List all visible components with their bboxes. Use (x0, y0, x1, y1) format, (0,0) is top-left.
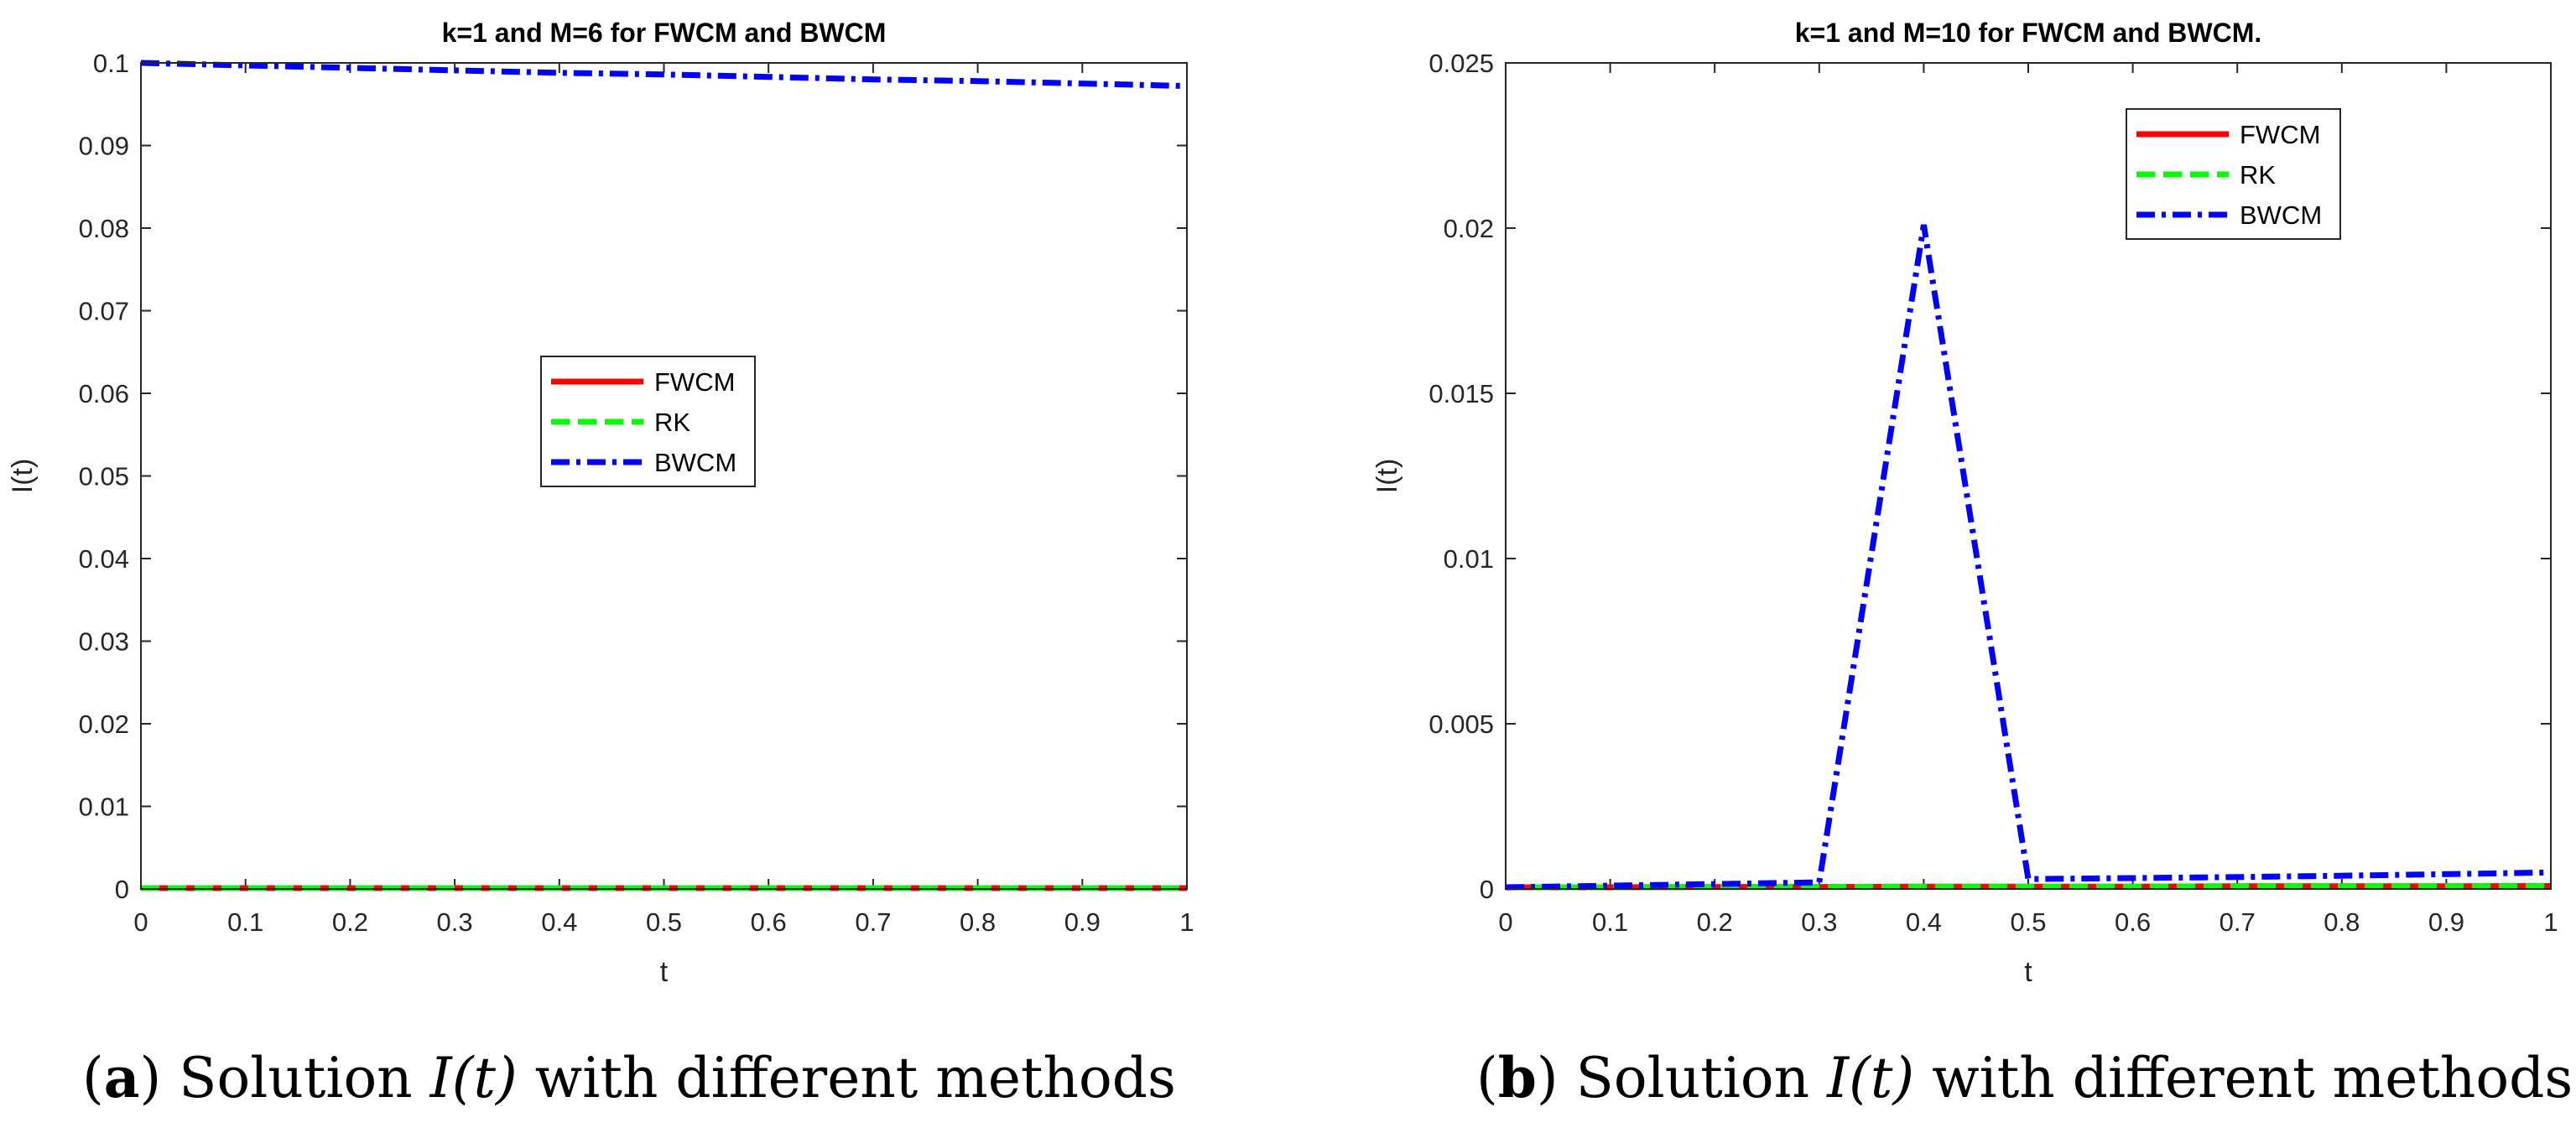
caption-a-math: I(t) (429, 1046, 518, 1110)
chart-a-xtick-label: 0.1 (227, 907, 263, 937)
chart-a-ytick-label: 0.06 (79, 379, 129, 408)
chart-a-xtick-label: 0.9 (1064, 907, 1101, 937)
chart-a-ytick-label: 0.05 (79, 462, 129, 491)
chart-b-xtick-label: 0.6 (2115, 907, 2151, 937)
caption-b-math: I(t) (1827, 1046, 1915, 1110)
chart-a-xtick-label: 0.8 (960, 907, 996, 937)
chart-a-xtick-label: 0.7 (855, 907, 891, 937)
chart-a-xtick-label: 0 (133, 907, 148, 937)
chart-a-ytick-label: 0.03 (79, 627, 129, 657)
chart-a-ytick-label: 0.02 (79, 710, 129, 739)
caption-b-label-suffix: ) (1536, 1046, 1559, 1110)
chart-a-ytick-label: 0.1 (93, 49, 129, 78)
chart-a-xlabel: t (660, 956, 669, 988)
chart-a-ytick-label: 0.09 (79, 132, 129, 161)
chart-b-xlabel: t (2024, 956, 2032, 988)
chart-b-xtick-label: 1 (2543, 907, 2558, 937)
chart-b-xtick-label: 0.1 (1592, 907, 1628, 937)
chart-b-xtick-label: 0.8 (2324, 907, 2360, 937)
chart-b-ytick-label: 0.025 (1429, 49, 1494, 78)
chart-b-series-rk-line (1506, 883, 2552, 891)
caption-b-label-prefix: ( (1476, 1046, 1498, 1110)
chart-b-ytick-label: 0.02 (1444, 214, 1494, 243)
chart-b-xtick-label: 0.4 (1906, 907, 1942, 937)
chart-a-xtick-label: 1 (1179, 907, 1194, 937)
chart-a-ytick-label: 0.04 (79, 544, 129, 574)
chart-b-xtick-label: 0 (1498, 907, 1512, 937)
chart-a-xtick-label: 0.5 (646, 907, 682, 937)
chart-a-ylabel: I(t) (7, 459, 39, 494)
chart-b-ytick-label: 0 (1480, 875, 1494, 904)
caption-a-label: a (103, 1045, 140, 1110)
caption-b-text-after: with different methods (1932, 1046, 2573, 1110)
chart-b-title: k=1 and M=10 for FWCM and BWCM. (1795, 18, 2261, 48)
caption-a-text-before: Solution (179, 1046, 413, 1110)
chart-b-xtick-label: 0.9 (2428, 907, 2464, 937)
chart-b-xtick-label: 0.5 (2010, 907, 2046, 937)
chart-a-legend-label-bwcm: BWCM (654, 448, 736, 477)
chart-b-ytick-label: 0.005 (1429, 710, 1494, 739)
caption-b-text-before: Solution (1575, 1046, 1810, 1110)
chart-b-ytick-label: 0.015 (1429, 379, 1494, 408)
caption-b: (b) Solution I(t) with different methods (1476, 1050, 2573, 1106)
chart-b-xtick-label: 0.7 (2220, 907, 2256, 937)
chart-a-ytick-label: 0.07 (79, 297, 129, 326)
chart-b-legend-label-bwcm: BWCM (2240, 200, 2322, 230)
chart-a-legend-label-fwcm: FWCM (654, 367, 735, 397)
chart-b-xtick-label: 0.3 (1801, 907, 1837, 937)
chart-a-legend-label-rk: RK (654, 408, 690, 437)
chart-a-ytick-label: 0 (115, 875, 129, 904)
chart-a-series-bwcm-line (140, 60, 1188, 90)
chart-a-ytick-label: 0.08 (79, 214, 129, 243)
chart-b-xtick-label: 0.2 (1697, 907, 1733, 937)
chart-a-xtick-label: 0.3 (437, 907, 473, 937)
chart-a-xtick-label: 0.6 (751, 907, 787, 937)
chart-b-legend-label-rk: RK (2240, 160, 2276, 190)
caption-a-label-suffix: ) (139, 1046, 162, 1110)
chart-a: k=1 and M=6 for FWCM and BWCM 0 0.1 0.2 0.3 0… (7, 18, 1194, 988)
caption-a-label-prefix: ( (82, 1046, 104, 1110)
caption-b-label: b (1497, 1045, 1537, 1110)
chart-b-ytick-label: 0.01 (1444, 544, 1494, 574)
chart-b-legend-label-fwcm: FWCM (2240, 120, 2320, 149)
chart-b: k=1 and M=10 for FWCM and BWCM. 0 0.1 0.2 0.… (1371, 18, 2558, 988)
caption-a-text-after: with different methods (534, 1046, 1176, 1110)
chart-b-ylabel: I(t) (1371, 459, 1403, 494)
chart-a-title: k=1 and M=6 for FWCM and BWCM (442, 18, 887, 48)
chart-a-axes-box (140, 62, 1188, 890)
chart-a-xtick-label: 0.2 (332, 907, 368, 937)
chart-b-axes-box (1505, 62, 2552, 890)
chart-a-xtick-label: 0.4 (541, 907, 577, 937)
chart-b-series-bwcm-line (1505, 224, 2552, 891)
caption-a: (a) Solution I(t) with different methods (82, 1050, 1176, 1106)
chart-a-ytick-label: 0.01 (79, 793, 129, 822)
